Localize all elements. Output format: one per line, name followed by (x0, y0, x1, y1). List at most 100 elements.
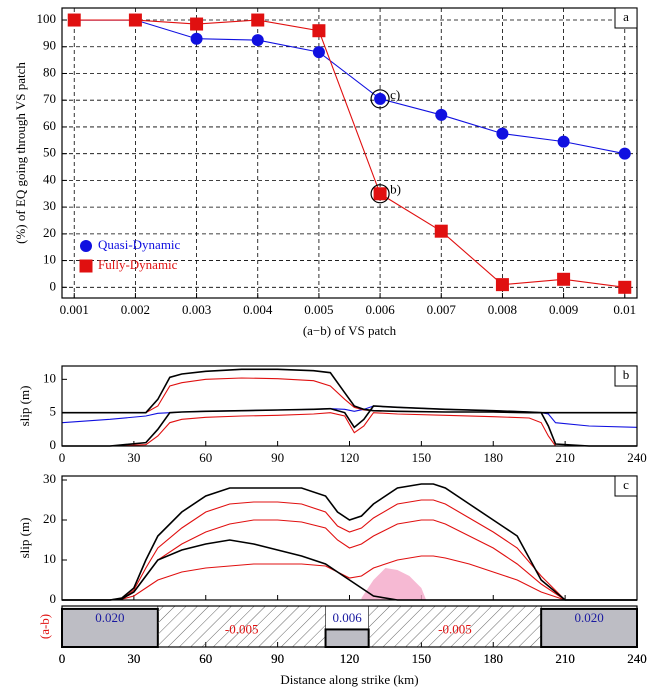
x-tick-label: 210 (555, 651, 575, 666)
series-line (62, 377, 637, 414)
y-tick-label: 100 (37, 11, 57, 26)
value-label: -0.005 (438, 621, 472, 636)
y-axis-label: (a-b) (37, 614, 52, 639)
x-tick-label: 30 (127, 651, 140, 666)
x-tick-label: 60 (199, 450, 212, 465)
x-tick-label: 0 (59, 450, 66, 465)
x-tick-label: 150 (412, 651, 432, 666)
series-line (62, 499, 637, 601)
y-axis-label: (%) of EQ going through VS patch (13, 62, 28, 244)
x-tick-label: 150 (412, 651, 432, 666)
value-label: 0.020 (574, 610, 603, 625)
panel-label: b (623, 367, 630, 382)
x-tick-label: 0.009 (549, 302, 578, 317)
x-tick-label: 90 (271, 651, 284, 666)
y-tick-label: 30 (43, 198, 56, 213)
x-tick-label: 0.005 (304, 302, 333, 317)
x-tick-label: 0.004 (243, 302, 273, 317)
value-label: -0.005 (225, 621, 259, 636)
legend-label: Quasi-Dynamic (98, 237, 181, 252)
annotation-ring (370, 89, 390, 109)
marker (312, 24, 326, 38)
x-tick-label: 60 (199, 651, 212, 666)
legend-marker (79, 259, 93, 273)
plot-frame (61, 605, 638, 648)
marker (251, 34, 264, 47)
plot-frame (61, 7, 638, 299)
plot-frame (61, 365, 638, 447)
x-tick-label: 180 (484, 651, 504, 666)
x-tick-label: 120 (340, 651, 360, 666)
value-label: 0.006 (332, 610, 362, 625)
x-tick-label: 30 (127, 450, 140, 465)
x-tick-label: 240 (627, 651, 647, 666)
x-tick-label: 0.008 (488, 302, 517, 317)
y-tick-label: 40 (43, 171, 56, 186)
panel-label-box (614, 7, 638, 29)
bar (157, 605, 326, 648)
x-axis-label: (a−b) of VS patch (303, 323, 397, 338)
x-tick-label: 120 (340, 651, 360, 666)
marker (128, 13, 142, 27)
marker (557, 272, 571, 286)
y-tick-label: 5 (50, 404, 57, 419)
x-tick-label: 90 (271, 450, 284, 465)
series-line (62, 405, 637, 447)
series-line (62, 412, 637, 447)
x-tick-label: 90 (271, 651, 284, 666)
marker (557, 135, 570, 148)
x-tick-label: 210 (555, 651, 575, 666)
plot-frame (61, 475, 638, 601)
area (361, 568, 427, 600)
series-line (62, 368, 637, 414)
marker (251, 13, 265, 27)
value-label: 0.020 (95, 610, 124, 625)
legend-marker (80, 240, 92, 252)
x-tick-label: 240 (627, 450, 647, 465)
series-line (74, 19, 625, 288)
legend-label: Fully-Dynamic (98, 257, 178, 272)
y-tick-label: 80 (43, 64, 56, 79)
x-tick-label: 0.002 (121, 302, 150, 317)
y-tick-label: 50 (43, 145, 56, 160)
x-tick-label: 60 (199, 651, 212, 666)
series-line (74, 19, 625, 155)
marker (496, 127, 509, 140)
marker (374, 92, 387, 105)
x-tick-label: 0.003 (182, 302, 211, 317)
marker (190, 17, 204, 31)
annotation: c) (390, 87, 400, 102)
y-tick-label: 0 (50, 591, 57, 606)
panel-label-box (614, 365, 638, 387)
y-axis-label: slip (m) (17, 386, 32, 427)
y-tick-label: 30 (43, 471, 56, 486)
marker (434, 224, 448, 238)
x-tick-label: 180 (484, 651, 504, 666)
marker (190, 32, 203, 45)
marker (312, 46, 325, 59)
marker (67, 13, 81, 27)
y-tick-label: 10 (43, 370, 56, 385)
x-axis-label: Distance along strike (km) (280, 672, 418, 687)
annotation: b) (390, 182, 401, 197)
bar (324, 628, 370, 649)
panel-label: a (623, 9, 629, 24)
annotation-ring (370, 184, 390, 204)
x-tick-label: 210 (555, 450, 575, 465)
y-tick-label: 0 (50, 278, 57, 293)
panel-label-box (614, 475, 638, 497)
bar (368, 605, 542, 648)
x-tick-label: 0.006 (365, 302, 395, 317)
y-tick-label: 10 (43, 551, 56, 566)
marker (618, 280, 632, 294)
series-line (62, 555, 637, 601)
x-tick-label: 150 (412, 450, 432, 465)
x-tick-label: 240 (627, 651, 647, 666)
x-tick-label: 0 (59, 651, 66, 666)
y-tick-label: 0 (50, 437, 57, 452)
x-tick-label: 0.007 (427, 302, 457, 317)
x-tick-label: 120 (340, 450, 360, 465)
y-tick-label: 20 (43, 511, 56, 526)
y-axis-label: slip (m) (17, 518, 32, 559)
